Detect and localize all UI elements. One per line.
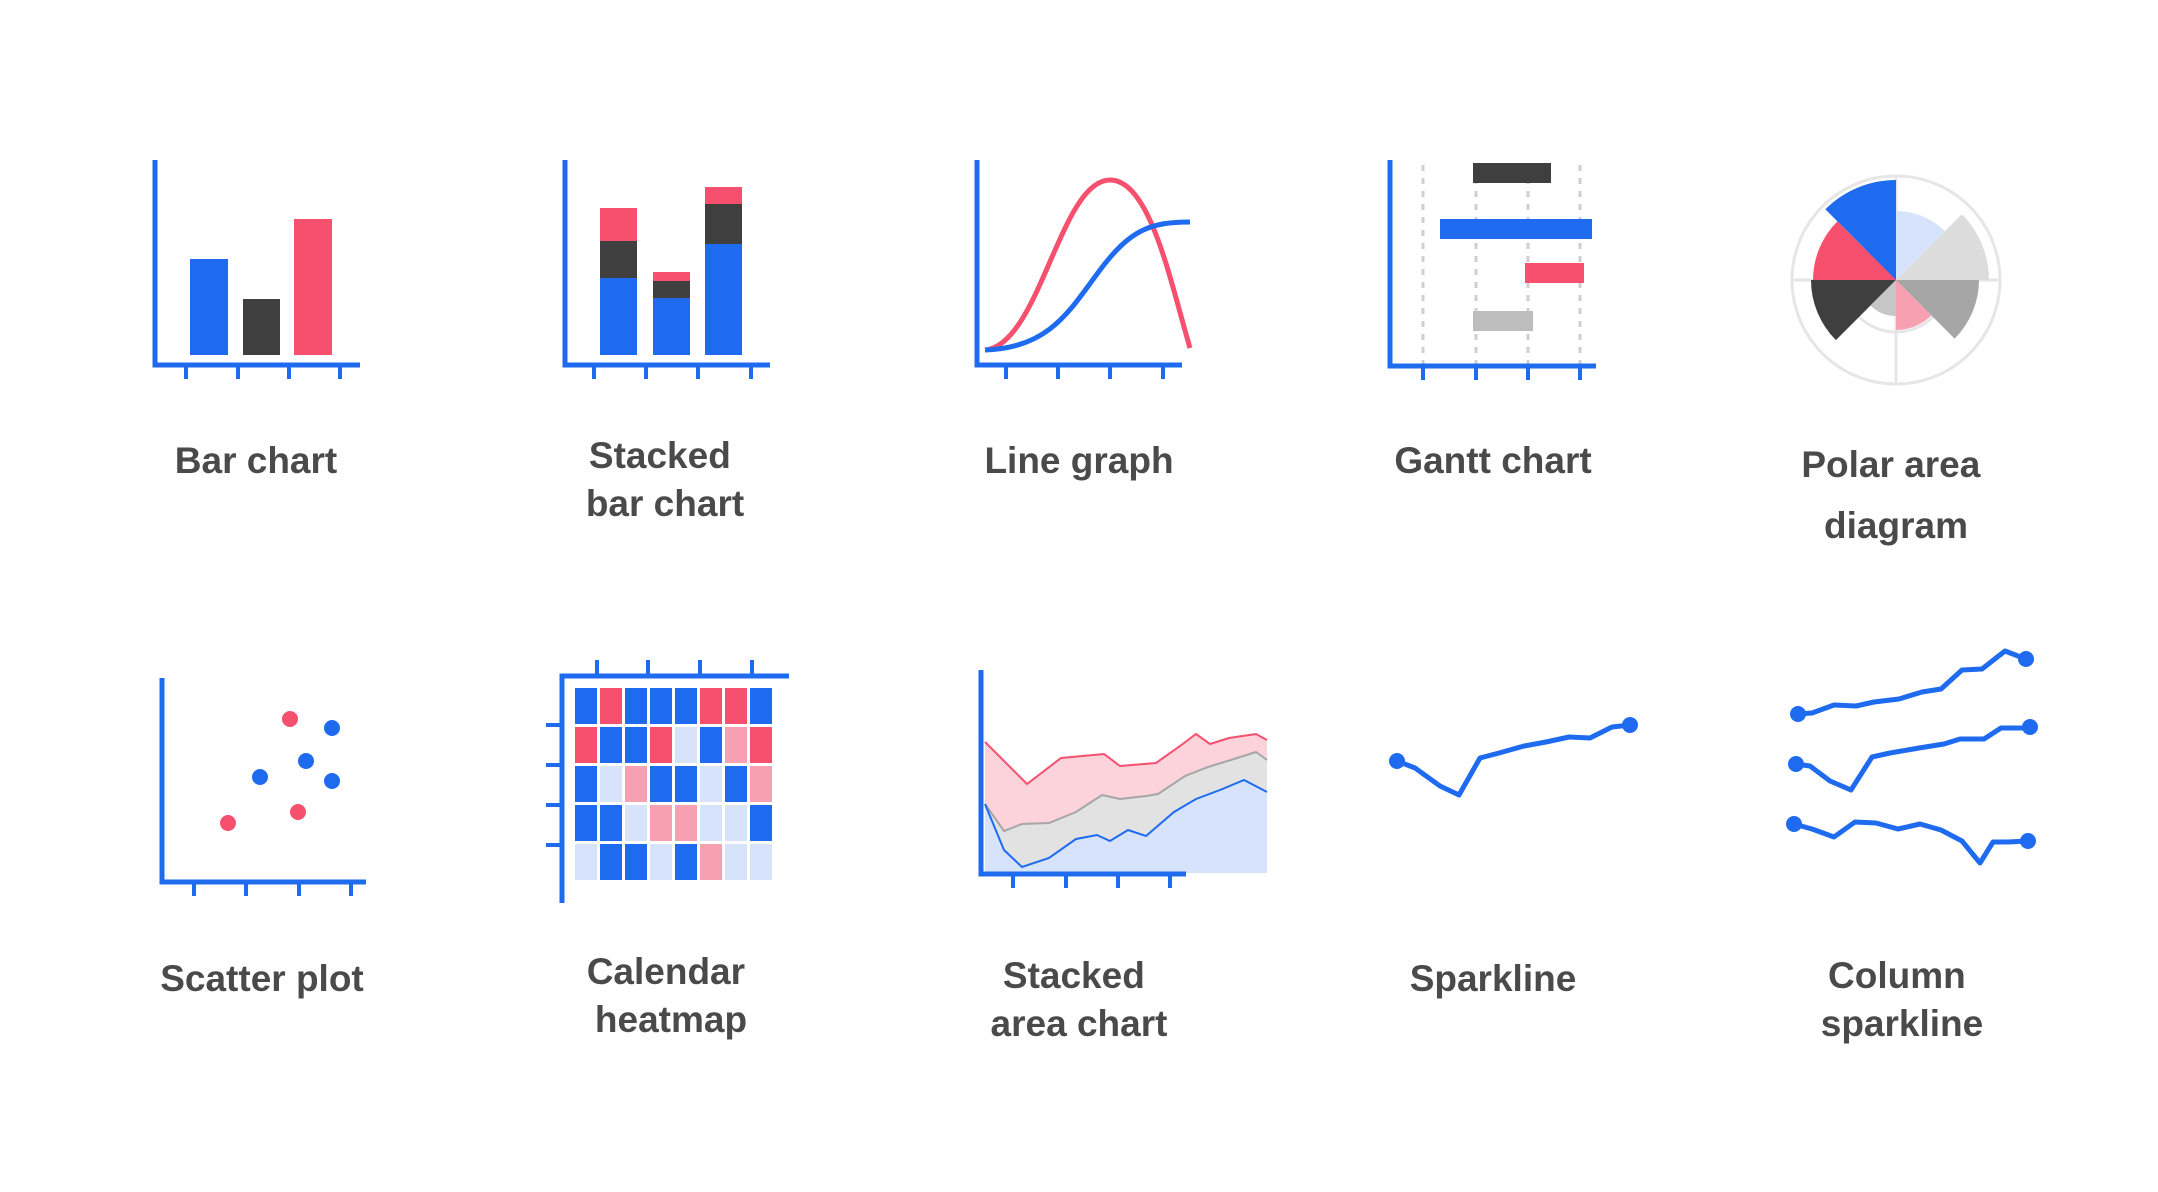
heatmap-cell — [700, 805, 722, 841]
label-column-sparkline: Column sparkline — [1821, 955, 1983, 1044]
heatmap-cell — [725, 727, 747, 763]
label-line-graph: Line graph — [984, 440, 1173, 481]
heatmap-cell — [675, 727, 697, 763]
heatmap-cell — [575, 688, 597, 724]
heatmap-cell — [600, 844, 622, 880]
heatmap-cell — [650, 688, 672, 724]
heatmap-cell — [575, 805, 597, 841]
label-stacked-bar-chart: Stacked bar chart — [586, 435, 744, 524]
heatmap-cell — [650, 766, 672, 802]
scatter-plot-icon — [159, 678, 366, 896]
stacked-area-chart-icon — [978, 670, 1268, 888]
heatmap-cell — [575, 727, 597, 763]
heatmap-cell — [750, 805, 772, 841]
heatmap-cell — [675, 688, 697, 724]
heatmap-cell — [675, 766, 697, 802]
label-sparkline: Sparkline — [1410, 958, 1577, 999]
heatmap-cell — [600, 805, 622, 841]
stacked-bar-chart-icon — [562, 160, 770, 379]
heatmap-cell — [675, 805, 697, 841]
column-sparkline-icon — [1786, 648, 2038, 866]
label-stacked-area-chart: Stacked area chart — [991, 955, 1168, 1044]
heatmap-cell — [750, 844, 772, 880]
heatmap-cell — [750, 727, 772, 763]
heatmap-cell — [700, 688, 722, 724]
polar-area-diagram-icon — [1790, 174, 2002, 386]
heatmap-cell — [625, 688, 647, 724]
line-graph-icon — [974, 160, 1193, 379]
sparkline-icon — [1389, 717, 1638, 798]
heatmap-cell — [625, 766, 647, 802]
label-calendar-heatmap: Calendar heatmap — [587, 951, 756, 1040]
heatmap-cell — [700, 727, 722, 763]
heatmap-cell — [600, 688, 622, 724]
heatmap-cell — [725, 844, 747, 880]
heatmap-cell — [650, 844, 672, 880]
heatmap-cell — [750, 688, 772, 724]
label-bar-chart: Bar chart — [175, 440, 337, 481]
heatmap-cell — [625, 844, 647, 880]
calendar-heatmap-icon — [546, 660, 789, 903]
heatmap-cell — [625, 727, 647, 763]
heatmap-cell — [725, 805, 747, 841]
label-polar-area-diagram: Polar area diagram — [1801, 444, 1990, 546]
heatmap-cell — [750, 766, 772, 802]
heatmap-cell — [725, 688, 747, 724]
heatmap-cell — [700, 844, 722, 880]
heatmap-cell — [600, 766, 622, 802]
heatmap-cell — [650, 805, 672, 841]
heatmap-cell — [625, 805, 647, 841]
heatmap-cell — [700, 766, 722, 802]
label-scatter-plot: Scatter plot — [160, 958, 364, 999]
gantt-chart-icon — [1387, 160, 1596, 380]
label-gantt-chart: Gantt chart — [1394, 440, 1591, 481]
heatmap-cell — [675, 844, 697, 880]
heatmap-cell — [575, 766, 597, 802]
heatmap-cell — [725, 766, 747, 802]
heatmap-cell — [575, 844, 597, 880]
heatmap-cell — [650, 727, 672, 763]
bar-chart-icon — [152, 160, 360, 379]
heatmap-cell — [600, 727, 622, 763]
